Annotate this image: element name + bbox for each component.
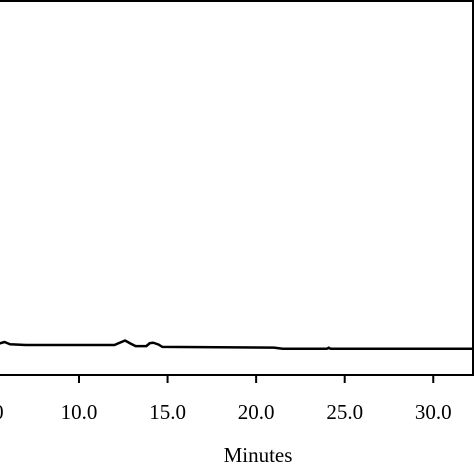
x-tick-label: 30.0 [415,400,452,424]
x-tick-label: 25.0 [326,400,363,424]
x-axis-label: Minutes [224,443,293,467]
x-tick-label: 20.0 [238,400,275,424]
x-tick-label: 10.0 [61,400,98,424]
x-tick-label: 5.0 [0,400,4,424]
x-tick-label: 15.0 [149,400,186,424]
data-line [0,339,474,350]
